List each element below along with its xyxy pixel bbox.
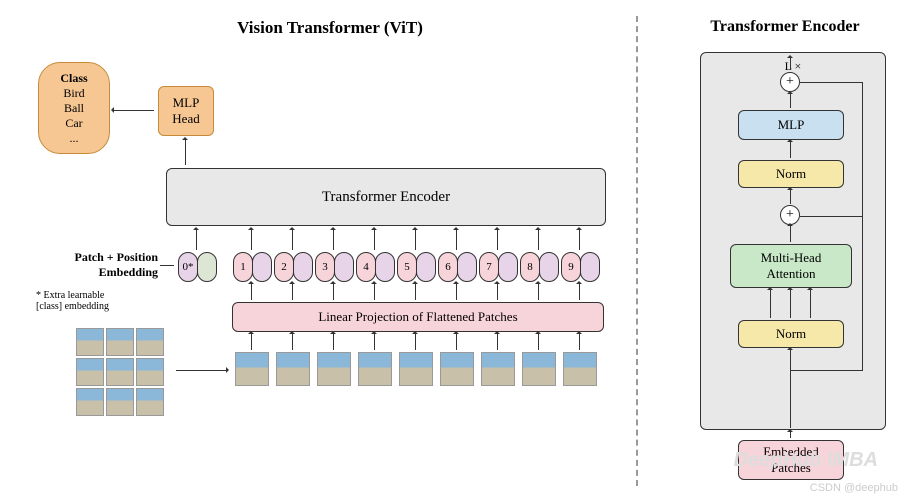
r-arrow-3 xyxy=(790,142,791,158)
pill-pos-5 xyxy=(416,252,436,282)
arrow-patch-7 xyxy=(497,334,498,350)
patch-3 xyxy=(317,352,351,386)
arrow-proj-7 xyxy=(497,284,498,300)
arrow-mlp-to-class xyxy=(114,110,154,111)
arrow-pill-0 xyxy=(196,230,197,250)
grid-patch-0 xyxy=(76,328,104,356)
class-title: Class xyxy=(60,71,87,86)
arrow-proj-2 xyxy=(292,284,293,300)
arrow-label-to-pill xyxy=(160,265,174,266)
r-arrow-7 xyxy=(790,350,791,428)
pill-pos-2 xyxy=(293,252,313,282)
skip-line-2 xyxy=(862,216,863,371)
arrow-pill-7 xyxy=(497,230,498,250)
encoder-container: L × xyxy=(700,52,886,430)
left-title: Vision Transformer (ViT) xyxy=(180,18,480,38)
class-output-box: Class Bird Ball Car ... xyxy=(38,62,110,154)
r-arrow-8 xyxy=(790,432,791,438)
arrow-patch-1 xyxy=(251,334,252,350)
class-item-0: Bird xyxy=(63,86,84,101)
arrow-proj-8 xyxy=(538,284,539,300)
r-arrow-6b xyxy=(790,290,791,318)
skip-line-1h xyxy=(800,82,862,83)
arrow-pill-6 xyxy=(456,230,457,250)
pill-pos-7 xyxy=(498,252,518,282)
right-title: Transformer Encoder xyxy=(680,18,890,36)
class-item-2: Car xyxy=(65,116,82,131)
patch-9 xyxy=(563,352,597,386)
mha-block: Multi-Head Attention xyxy=(730,244,852,288)
arrow-pill-1 xyxy=(251,230,252,250)
r-arrow-4 xyxy=(790,190,791,204)
r-arrow-6c xyxy=(810,290,811,318)
patch-7 xyxy=(481,352,515,386)
transformer-encoder-box: Transformer Encoder xyxy=(166,168,606,226)
patch-8 xyxy=(522,352,556,386)
arrow-pill-5 xyxy=(415,230,416,250)
arrow-patch-5 xyxy=(415,334,416,350)
r-arrow-2 xyxy=(790,94,791,108)
grid-patch-2 xyxy=(136,328,164,356)
patch-6 xyxy=(440,352,474,386)
arrow-patch-8 xyxy=(538,334,539,350)
arrow-encoder-to-mlp xyxy=(185,140,186,165)
arrow-pill-8 xyxy=(538,230,539,250)
arrow-patch-3 xyxy=(333,334,334,350)
r-arrow-6a xyxy=(770,290,771,318)
r-arrow-1 xyxy=(790,58,791,70)
pill-pos-9 xyxy=(580,252,600,282)
arrow-pill-3 xyxy=(333,230,334,250)
arrow-patch-6 xyxy=(456,334,457,350)
arrow-proj-9 xyxy=(579,284,580,300)
arrow-proj-4 xyxy=(374,284,375,300)
skip-line-2hb xyxy=(790,370,862,371)
watermark-csdn: CSDN @deephub xyxy=(810,482,898,494)
class-item-1: Ball xyxy=(64,101,84,116)
arrow-proj-3 xyxy=(333,284,334,300)
skip-line-1hb xyxy=(800,216,862,217)
pill-0-special: 0* xyxy=(178,252,198,282)
pill-pos-1 xyxy=(252,252,272,282)
patch-1 xyxy=(235,352,269,386)
pill-0-pos xyxy=(197,252,217,282)
grid-patch-6 xyxy=(76,388,104,416)
grid-patch-5 xyxy=(136,358,164,386)
extra-learnable-note: * Extra learnable [class] embedding xyxy=(36,290,109,312)
watermark-deephub: DeepHub IMBA xyxy=(734,449,878,472)
arrow-patch-9 xyxy=(579,334,580,350)
pill-pos-3 xyxy=(334,252,354,282)
arrow-proj-5 xyxy=(415,284,416,300)
grid-patch-4 xyxy=(106,358,134,386)
patch-5 xyxy=(399,352,433,386)
arrow-patch-4 xyxy=(374,334,375,350)
pill-pos-8 xyxy=(539,252,559,282)
patch-2 xyxy=(276,352,310,386)
arrow-patch-2 xyxy=(292,334,293,350)
patch-4 xyxy=(358,352,392,386)
arrow-grid-to-patches xyxy=(176,370,226,371)
grid-patch-3 xyxy=(76,358,104,386)
arrow-proj-6 xyxy=(456,284,457,300)
arrow-pill-2 xyxy=(292,230,293,250)
arrow-pill-9 xyxy=(579,230,580,250)
r-arrow-5 xyxy=(790,226,791,242)
class-item-3: ... xyxy=(70,131,79,146)
patch-grid xyxy=(76,328,164,416)
patch-position-label: Patch + Position Embedding xyxy=(28,250,158,280)
grid-patch-8 xyxy=(136,388,164,416)
vertical-divider xyxy=(636,16,638,486)
arrow-proj-1 xyxy=(251,284,252,300)
arrow-pill-4 xyxy=(374,230,375,250)
mlp-head-box: MLP Head xyxy=(158,86,214,136)
skip-line-1 xyxy=(862,82,863,217)
pill-pos-4 xyxy=(375,252,395,282)
pill-pos-6 xyxy=(457,252,477,282)
grid-patch-7 xyxy=(106,388,134,416)
linear-projection-box: Linear Projection of Flattened Patches xyxy=(232,302,604,332)
grid-patch-1 xyxy=(106,328,134,356)
